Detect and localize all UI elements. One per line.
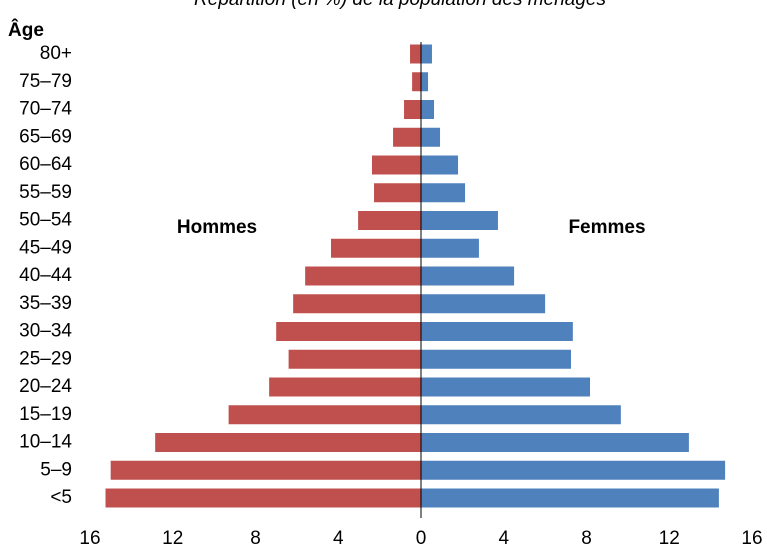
bar [421,183,466,203]
y-tick-label: 15–19 [19,404,72,425]
chart-title: Répartition (en %) de la population des … [194,0,606,10]
bar [393,127,421,147]
x-tick-label: 0 [416,528,427,549]
bar [288,349,421,369]
bar [155,433,421,452]
bar [421,377,591,397]
bar [421,460,726,480]
bar [276,322,421,341]
bar [421,155,459,175]
bar [421,405,621,425]
bar [293,294,421,314]
bar [421,488,719,508]
x-tick-label: 4 [333,528,344,549]
y-tick-label: 80+ [40,43,72,64]
y-tick-label: 20–24 [19,376,72,397]
bar [269,377,421,397]
x-tick-label: 16 [79,528,100,549]
bar [421,349,571,369]
x-tick-label: 12 [162,528,183,549]
y-tick-label: 10–14 [19,432,72,453]
x-tick-label: 4 [498,528,509,549]
bar [421,127,441,147]
x-tick-label: 16 [741,528,762,549]
y-tick-label: 70–74 [19,99,72,120]
bar [228,405,421,425]
bar [110,460,421,480]
bar [421,238,479,258]
bar [305,266,421,286]
bar [358,211,421,230]
bar [421,211,498,230]
bar [421,44,432,64]
y-tick-label: 45–49 [19,237,72,258]
bar [404,100,421,119]
y-tick-label: 75–79 [19,71,72,92]
x-tick-label: 12 [659,528,680,549]
y-tick-label: 50–54 [19,210,72,231]
series-label: Femmes [568,217,645,238]
y-tick-label: 35–39 [19,293,72,314]
bar [421,294,546,314]
bar [412,72,421,92]
bar [374,183,421,203]
y-axis-label: Âge [8,19,44,41]
x-tick-label: 8 [250,528,261,549]
bar [371,155,421,175]
bar [421,100,435,119]
bar [331,238,421,258]
series-label: Hommes [177,217,257,238]
y-tick-label: 60–64 [19,154,72,175]
bar [410,44,421,64]
x-tick-label: 8 [581,528,592,549]
y-tick-label: 5–9 [40,459,72,480]
bar [421,266,515,286]
y-tick-label: 40–44 [19,265,72,286]
y-tick-label: 55–59 [19,182,72,203]
bar [421,72,429,92]
bar [105,488,421,508]
y-tick-label: 25–29 [19,348,72,369]
y-tick-label: <5 [50,487,72,508]
bar [421,433,689,452]
y-tick-label: 65–69 [19,126,72,147]
bar [421,322,573,341]
y-tick-label: 30–34 [19,321,72,342]
